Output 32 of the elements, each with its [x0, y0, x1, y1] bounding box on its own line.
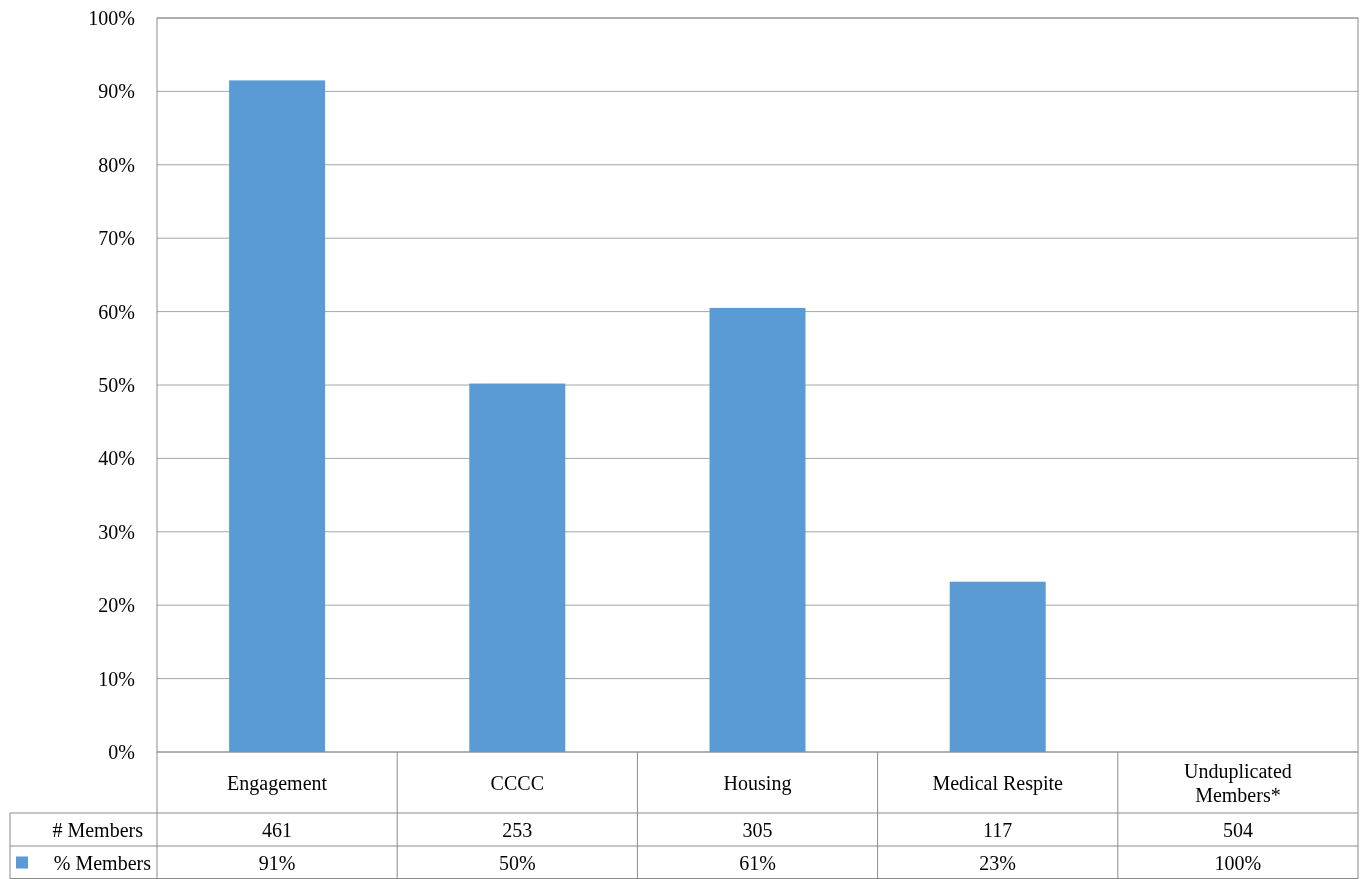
- bar: [229, 80, 326, 752]
- y-tick-label: 100%: [88, 7, 135, 29]
- text: 117: [983, 818, 1013, 841]
- y-tick-label: 20%: [98, 594, 135, 617]
- y-tick-label: 60%: [98, 300, 135, 323]
- data-label: 91%: [258, 851, 296, 874]
- legend-label: % Members: [53, 851, 152, 874]
- y-tick-label: 80%: [98, 153, 135, 176]
- y-tick-label: 0%: [108, 741, 135, 763]
- bar: [949, 581, 1046, 752]
- x-tick-label: CCCC: [490, 771, 544, 794]
- text: # Members: [52, 818, 144, 841]
- text: 253: [502, 818, 533, 841]
- data-label: 61%: [739, 851, 776, 874]
- x-tick-label: Engagement: [227, 771, 328, 795]
- y-tick-label: 90%: [98, 80, 135, 103]
- text: 305: [742, 818, 773, 841]
- y-tick-label: 50%: [98, 374, 135, 396]
- y-tick-label: 10%: [98, 667, 135, 690]
- y-tick-label: 30%: [98, 520, 135, 543]
- data-label: 23%: [979, 851, 1017, 874]
- x-tick-label: Medical Respite: [932, 771, 1064, 795]
- y-tick-label: 40%: [98, 447, 135, 470]
- x-tick-label: Housing: [723, 771, 792, 795]
- x-tick-label: Unduplicated Members*: [1184, 759, 1292, 806]
- data-label: 50%: [498, 851, 536, 874]
- y-tick-label: 70%: [98, 227, 135, 250]
- text: 504: [1222, 818, 1253, 841]
- bar: [709, 307, 806, 752]
- bar: [469, 383, 566, 752]
- text: 461: [262, 818, 293, 841]
- text: 100%: [1214, 851, 1262, 874]
